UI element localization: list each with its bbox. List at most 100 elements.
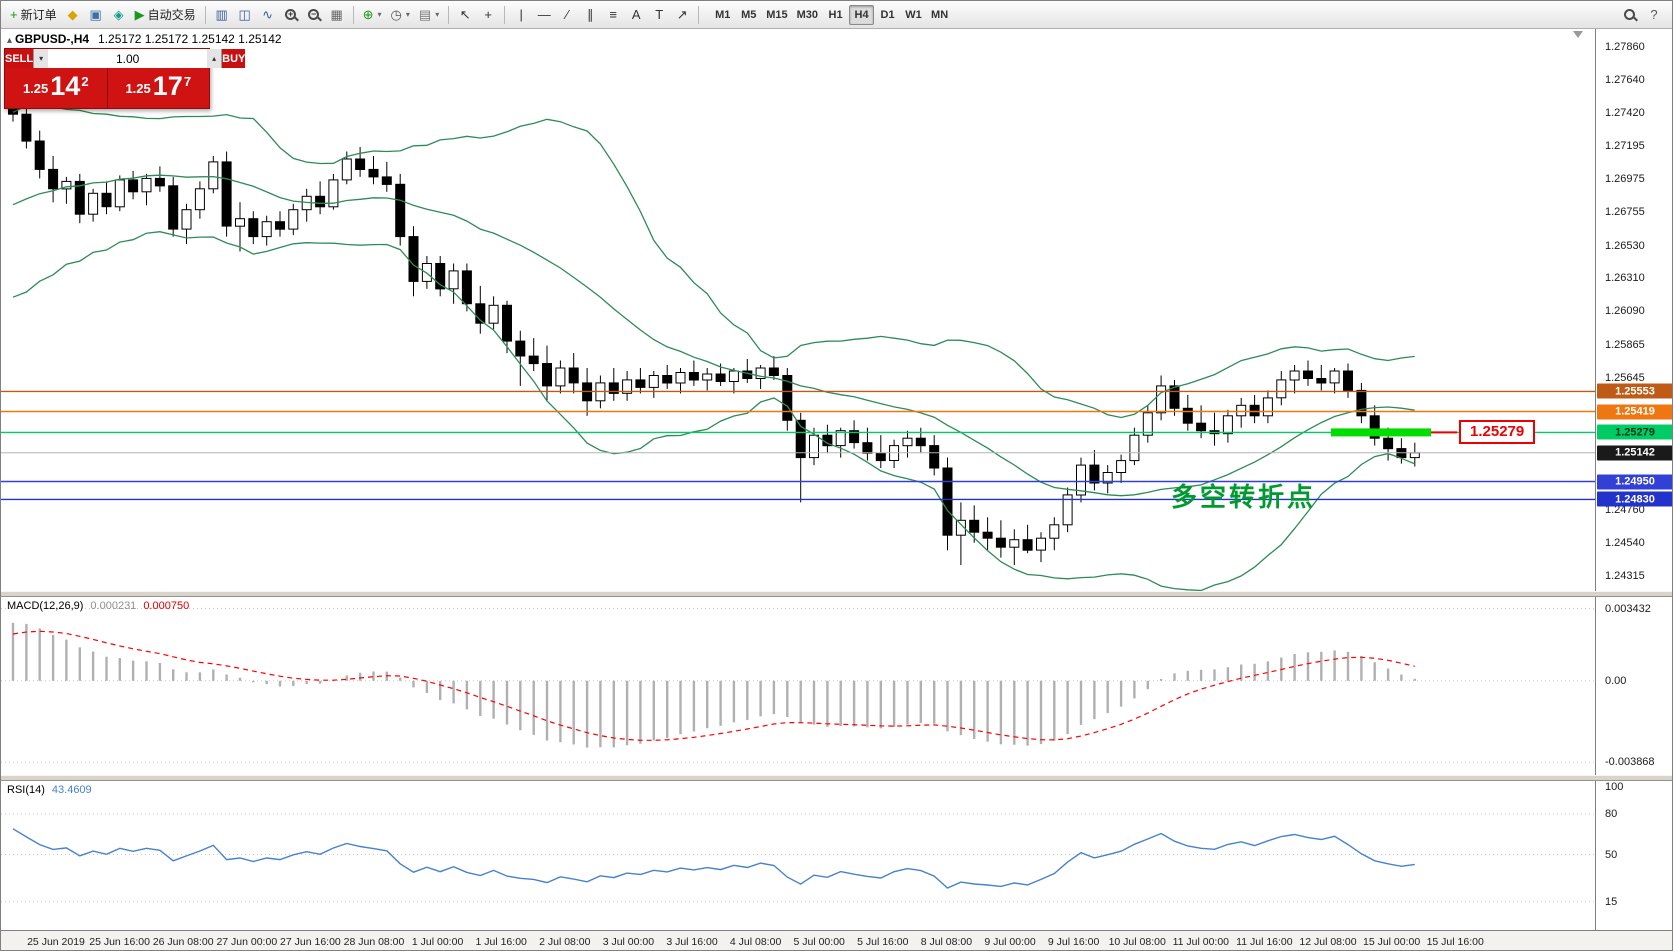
candlestick-mode-icon: ◫ bbox=[238, 7, 251, 22]
timeframe-button-w1[interactable]: W1 bbox=[905, 8, 922, 21]
panel-resize-handle[interactable] bbox=[1, 591, 1672, 597]
toolbar-button-help[interactable]: ? bbox=[1643, 4, 1665, 26]
toolbar-button-vertical-line[interactable]: | bbox=[510, 4, 532, 26]
toolbar-button-tile-windows[interactable]: ▦ bbox=[326, 4, 348, 26]
bear-candle bbox=[635, 379, 646, 388]
price-line-label-1.24950: 1.24950 bbox=[1597, 474, 1672, 489]
bear-candle bbox=[355, 158, 366, 170]
bear-candle bbox=[248, 218, 259, 238]
price-tick: 1.25865 bbox=[1605, 338, 1645, 351]
toolbar-button-new-order[interactable]: + 新订单 bbox=[6, 4, 61, 26]
timeframe-button-d1[interactable]: D1 bbox=[880, 8, 895, 21]
sell-button[interactable]: SELL bbox=[5, 49, 34, 68]
price-tick: 1.26310 bbox=[1605, 272, 1645, 285]
bear-candle bbox=[21, 113, 32, 142]
collapse-arrow-icon[interactable]: ▴ bbox=[7, 35, 13, 46]
toolbar-button-data-window[interactable]: ▣ bbox=[85, 4, 107, 26]
time-axis[interactable]: 25 Jun 2019 25 Jun 16:00 26 Jun 08:00 27 Ju… bbox=[1, 930, 1672, 950]
timeframe-button-h4[interactable]: H4 bbox=[849, 4, 875, 25]
trade-controls-row: SELL ▾ ▴ BUY bbox=[5, 49, 246, 68]
price-callout-label[interactable]: 1.25279 bbox=[1459, 420, 1536, 445]
bear-candle bbox=[154, 177, 165, 187]
time-label: 2 Jul 08:00 bbox=[539, 936, 591, 948]
bull-candle bbox=[181, 209, 192, 230]
bull-candle bbox=[1129, 434, 1140, 462]
volume-increase-button[interactable]: ▴ bbox=[207, 49, 222, 68]
turning-point-zone[interactable] bbox=[1331, 428, 1431, 437]
toolbar-button-search[interactable] bbox=[1618, 4, 1640, 26]
price-line-label-1.25419: 1.25419 bbox=[1597, 404, 1672, 419]
toolbar-button-templates[interactable]: ▤ ▾ bbox=[415, 4, 443, 26]
price-line-label-1.25553: 1.25553 bbox=[1597, 383, 1672, 399]
toolbar-button-text[interactable]: A bbox=[625, 4, 647, 26]
bull-candle bbox=[261, 221, 272, 238]
timeframe-button-m15[interactable]: M15 bbox=[766, 8, 788, 21]
bull-candle bbox=[488, 304, 499, 324]
toolbar-button-zoom-out[interactable]: − bbox=[303, 4, 325, 26]
toolbar-separator bbox=[504, 5, 506, 24]
toolbar-button-equidistant-channel[interactable]: ∥ bbox=[579, 4, 601, 26]
bear-candle bbox=[1383, 437, 1394, 450]
price-scale[interactable]: 1.27860 1.27640 1.27420 1.27195 1.26975 1.267… bbox=[1595, 29, 1672, 930]
bollinger-upper-band bbox=[12, 105, 1415, 419]
rsi-name: RSI(14) bbox=[7, 784, 45, 796]
time-label: 10 Jul 08:00 bbox=[1108, 936, 1166, 948]
timeframe-button-mn[interactable]: MN bbox=[931, 8, 949, 21]
timeframe-button-m1[interactable]: M1 bbox=[715, 8, 731, 21]
bear-candle bbox=[381, 176, 392, 185]
bull-candle bbox=[341, 158, 352, 181]
bear-candle bbox=[34, 140, 45, 170]
bear-candle bbox=[435, 263, 446, 290]
buy-button[interactable]: BUY bbox=[222, 49, 246, 68]
timeframe-button-m5[interactable]: M5 bbox=[741, 8, 757, 21]
sell-price-display[interactable]: 1.25 14 2 bbox=[5, 68, 108, 108]
toolbar-button-market-watch[interactable]: ◆ bbox=[62, 4, 84, 26]
rsi-panel[interactable]: RSI(14) 43.4609 bbox=[1, 781, 1595, 930]
toolbar-button-arrows[interactable]: ↗ bbox=[671, 4, 693, 26]
bull-candle bbox=[1276, 379, 1287, 399]
toolbar-button-text-label[interactable]: T bbox=[648, 4, 670, 26]
toolbar-button-line-chart-mode[interactable]: ∿ bbox=[257, 4, 279, 26]
toolbar-button-navigator[interactable]: ◈ bbox=[108, 4, 130, 26]
toolbar-button-zoom-in[interactable]: + bbox=[280, 4, 302, 26]
toolbar-button-periods[interactable]: ◷ ▾ bbox=[387, 4, 414, 26]
volume-input[interactable] bbox=[48, 49, 208, 68]
bear-candle bbox=[461, 270, 472, 305]
text-icon: A bbox=[631, 7, 641, 22]
bull-candle bbox=[648, 375, 659, 388]
toolbar-button-crosshair[interactable]: + bbox=[477, 4, 499, 26]
toolbar-button-candlestick-mode[interactable]: ◫ bbox=[234, 4, 256, 26]
bull-candle bbox=[1049, 524, 1060, 539]
bull-candle bbox=[1062, 494, 1073, 526]
toolbar-button-horizontal-line[interactable]: — bbox=[533, 4, 555, 26]
rsi-scale-label: 15 bbox=[1605, 895, 1618, 908]
volume-decrease-button[interactable]: ▾ bbox=[34, 49, 49, 68]
panel-resize-handle[interactable] bbox=[1, 775, 1672, 781]
toolbar-button-bar-chart-mode[interactable]: ▥ bbox=[211, 4, 233, 26]
toolbar-button-indicators[interactable]: ⊕ ▾ bbox=[359, 4, 386, 26]
macd-panel[interactable]: MACD(12,26,9) 0.000231 0.000750 bbox=[1, 597, 1595, 775]
toolbar-button-trendline[interactable]: ∕ bbox=[556, 4, 578, 26]
timeframe-button-m30[interactable]: M30 bbox=[796, 8, 819, 21]
bear-candle bbox=[995, 537, 1006, 548]
bear-candle bbox=[1022, 539, 1033, 551]
time-label: 27 Jun 00:00 bbox=[216, 936, 278, 948]
toolbar-button-cursor[interactable]: ↖ bbox=[454, 4, 476, 26]
time-label: 15 Jul 00:00 bbox=[1362, 936, 1421, 948]
buy-price-display[interactable]: 1.25 17 7 bbox=[107, 68, 209, 108]
price-chart-canvas[interactable] bbox=[1, 29, 1595, 591]
bull-candle bbox=[194, 188, 205, 211]
price-chart-panel[interactable]: ▴ GBPUSD-,H4 1.25172 1.25172 1.25142 1.251… bbox=[1, 29, 1595, 591]
bear-candle bbox=[1316, 378, 1327, 384]
rsi-label: RSI(14) 43.4609 bbox=[7, 784, 92, 796]
timeframe-button-h1[interactable]: H1 bbox=[828, 8, 843, 21]
toolbar-separator bbox=[352, 5, 354, 24]
time-label: 25 Jun 2019 bbox=[27, 936, 85, 948]
bear-candle bbox=[768, 367, 779, 376]
bear-candle bbox=[875, 452, 886, 462]
macd-scale-label: 0.003432 bbox=[1605, 602, 1651, 615]
bear-candle bbox=[74, 180, 85, 215]
toolbar-button-fibonacci[interactable]: ≡ bbox=[602, 4, 624, 26]
chart-shift-marker-icon[interactable] bbox=[1573, 31, 1583, 38]
toolbar-button-auto-trading[interactable]: ▶ 自动交易 bbox=[131, 4, 200, 26]
